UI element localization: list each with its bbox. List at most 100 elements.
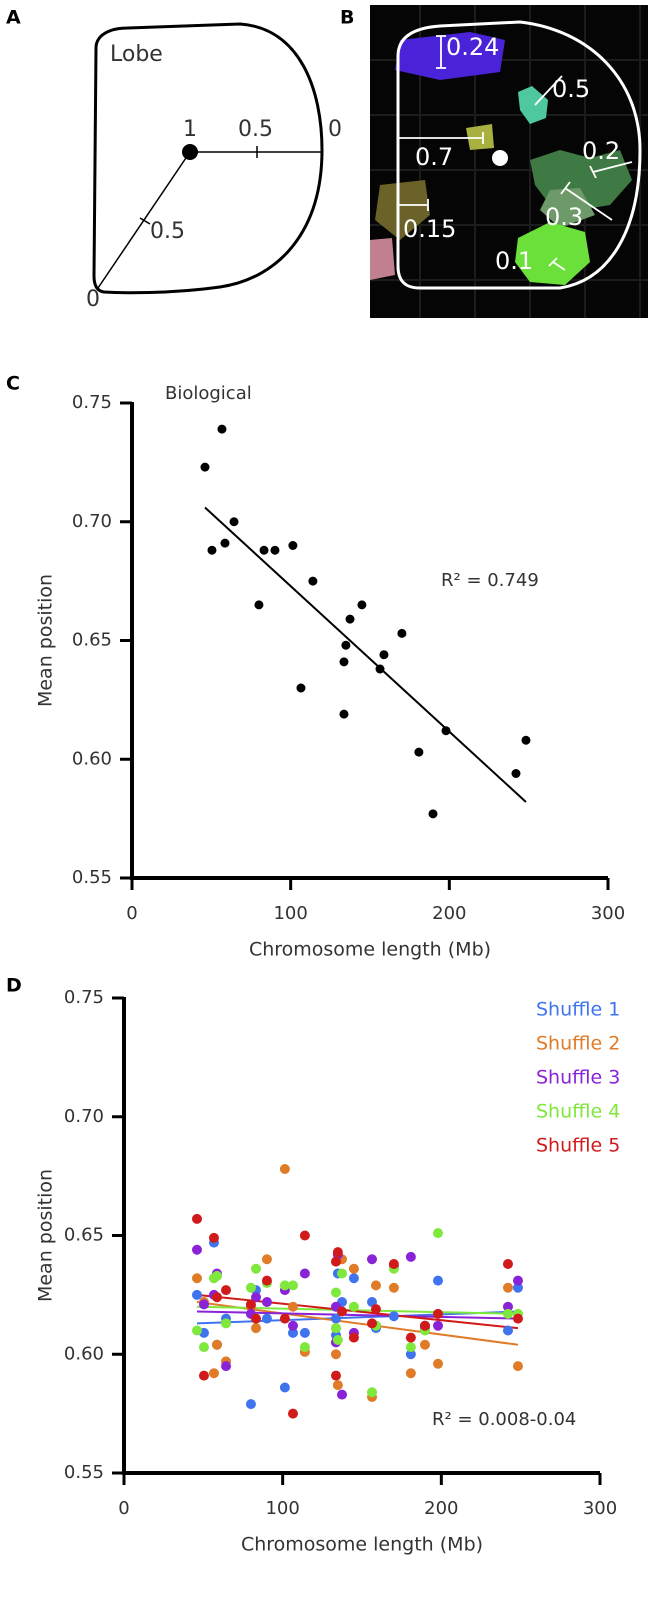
panel-letter: A: [6, 7, 21, 29]
x-tick-label: 100: [273, 903, 307, 924]
x-tick-label: 200: [424, 1498, 458, 1519]
data-point: [198, 1342, 209, 1353]
data-point: [279, 1313, 290, 1324]
data-point: [512, 1282, 523, 1293]
data-point: [357, 600, 367, 610]
data-point: [511, 769, 521, 778]
data-point: [433, 1308, 444, 1319]
y-tick-label: 0.65: [72, 630, 112, 651]
data-point: [330, 1349, 341, 1360]
x-tick-label: 100: [265, 1498, 299, 1519]
distance-label: 0.7: [415, 143, 453, 171]
y-tick-label: 0.60: [72, 748, 112, 769]
distance-label: 0.24: [446, 33, 499, 61]
y-tick-label: 0.55: [64, 1462, 104, 1483]
data-point: [251, 1323, 262, 1334]
data-point: [330, 1370, 341, 1381]
data-point: [330, 1323, 341, 1334]
center-dot: [182, 144, 198, 160]
data-point: [433, 1228, 444, 1239]
data-point: [405, 1368, 416, 1379]
y-axis-label: Mean position: [35, 574, 57, 707]
data-point: [512, 1313, 523, 1324]
data-point: [251, 1292, 262, 1303]
data-point: [370, 1304, 381, 1315]
data-point: [191, 1325, 202, 1336]
data-point: [254, 600, 264, 610]
data-point: [370, 1280, 381, 1291]
data-point: [191, 1244, 202, 1255]
data-point: [433, 1275, 444, 1286]
data-point: [221, 1318, 232, 1329]
data-point: [366, 1254, 377, 1265]
data-point: [405, 1251, 416, 1262]
data-point: [217, 424, 227, 434]
distance-label: 0.1: [495, 247, 533, 275]
data-point: [221, 1285, 232, 1296]
data-point: [502, 1301, 513, 1312]
data-point: [287, 1320, 298, 1331]
data-point: [191, 1289, 202, 1300]
data-point: [287, 1301, 298, 1312]
data-point: [502, 1282, 513, 1293]
x-axis-label: Chromosome length (Mb): [241, 1534, 483, 1556]
data-point: [330, 1287, 341, 1298]
data-point: [198, 1299, 209, 1310]
data-point: [330, 1313, 341, 1324]
data-point: [261, 1254, 272, 1265]
data-point: [397, 628, 407, 638]
annotation: R² = 0.749: [441, 570, 539, 591]
distance-label: 0.2: [582, 137, 620, 165]
data-point: [405, 1349, 416, 1360]
data-point: [261, 1297, 272, 1307]
data-point: [287, 1408, 298, 1419]
data-point: [191, 1273, 202, 1284]
panel-letter: C: [6, 373, 20, 395]
data-point: [348, 1263, 359, 1274]
data-point: [521, 735, 531, 745]
data-point: [341, 640, 351, 650]
data-point: [299, 1327, 310, 1338]
distance-label: 0.3: [545, 203, 583, 231]
data-point: [366, 1318, 377, 1329]
y-tick-label: 0.60: [64, 1343, 104, 1364]
data-point: [337, 1268, 348, 1279]
x-tick-label: 200: [432, 903, 466, 924]
data-point: [405, 1332, 416, 1343]
data-point: [348, 1332, 359, 1343]
x-tick-label: 300: [591, 903, 625, 924]
data-point: [388, 1282, 399, 1293]
data-point: [211, 1292, 222, 1303]
data-point: [200, 462, 210, 472]
data-point: [245, 1399, 256, 1410]
data-point: [245, 1282, 256, 1293]
position-label: 0.5: [238, 117, 273, 142]
data-point: [332, 1247, 343, 1258]
data-point: [245, 1299, 256, 1310]
x-tick-label: 300: [583, 1498, 617, 1519]
data-point: [366, 1387, 377, 1398]
data-point: [388, 1311, 399, 1322]
data-point: [259, 545, 269, 555]
position-label: 0: [86, 287, 100, 312]
distance-label: 0.5: [552, 75, 590, 103]
data-point: [261, 1313, 272, 1324]
data-point: [502, 1259, 513, 1269]
y-tick-label: 0.55: [72, 867, 112, 888]
micrograph: [370, 5, 648, 318]
data-point: [419, 1339, 430, 1350]
data-point: [279, 1164, 290, 1174]
data-point: [348, 1301, 359, 1312]
annotation: R² = 0.008-0.04: [432, 1409, 576, 1430]
data-point: [221, 1361, 232, 1372]
legend-entry: Shuffle 5: [536, 1135, 620, 1157]
data-point: [512, 1275, 523, 1286]
data-point: [299, 1230, 310, 1241]
legend-entry: Shuffle 2: [536, 1033, 620, 1055]
position-label: 0.5: [150, 219, 185, 244]
legend-entry: Shuffle 4: [536, 1101, 620, 1123]
data-point: [288, 541, 298, 550]
data-point: [191, 1213, 202, 1224]
